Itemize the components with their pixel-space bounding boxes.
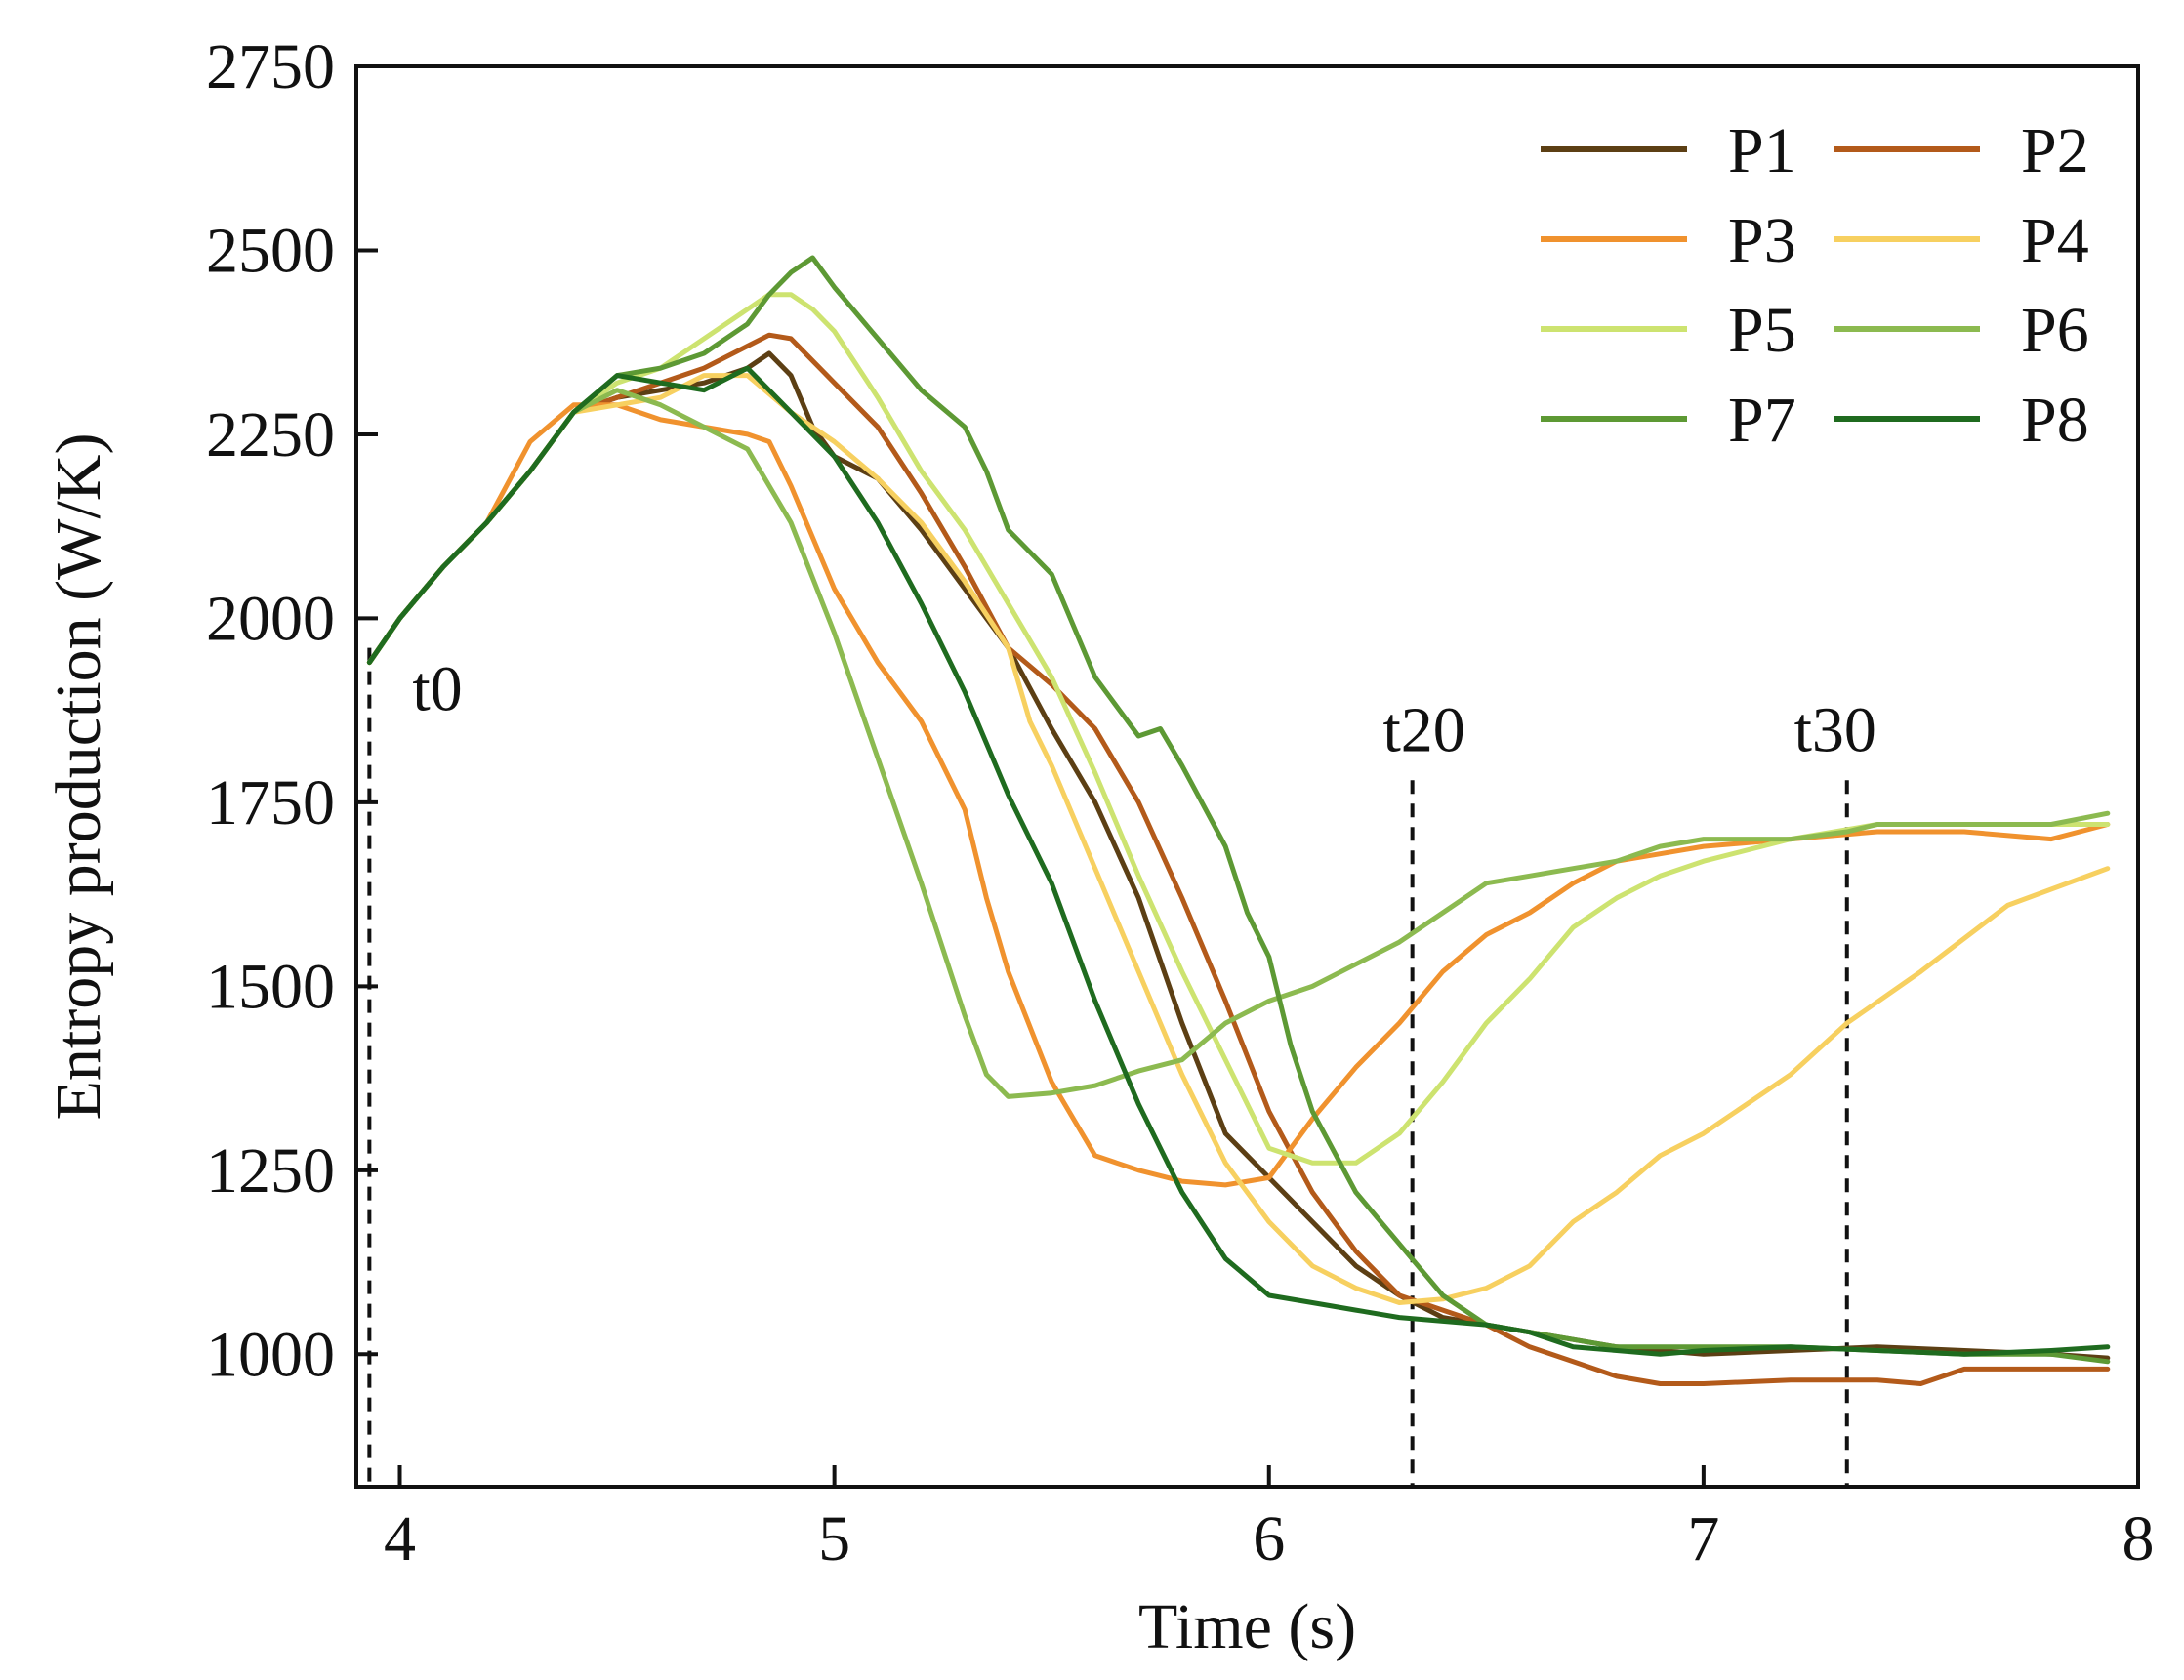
legend-label-P6: P6: [2021, 295, 2089, 366]
series-line-P7: [366, 255, 2111, 1365]
series-line-P8: [366, 365, 2111, 1357]
y-tick-label: 1750: [206, 767, 335, 839]
plot-frame: [354, 64, 2140, 1489]
marker-label-t30: t30: [1794, 694, 1876, 765]
y-axis-title: Entropy production (W/K): [43, 433, 114, 1121]
series-lines: [366, 255, 2111, 1386]
legend-label-P2: P2: [2021, 115, 2089, 186]
x-tick-label: 7: [1687, 1503, 1719, 1575]
legend-label-P3: P3: [1728, 205, 1796, 276]
y-tick-label: 2250: [206, 399, 335, 471]
x-tick-label: 4: [384, 1503, 416, 1575]
y-axis: 1000 1250 1500 1750 2000 2250 2500 2750: [206, 31, 378, 1390]
y-tick-label: 2750: [206, 31, 335, 102]
legend-label-P7: P7: [1728, 385, 1796, 456]
vertical-markers: t0 t20 t30: [367, 647, 1876, 1487]
x-tick-label: 5: [818, 1503, 850, 1575]
marker-label-t0: t0: [412, 654, 462, 725]
marker-label-t20: t20: [1382, 694, 1464, 765]
y-tick-label: 2500: [206, 215, 335, 286]
legend-label-P8: P8: [2021, 385, 2089, 456]
y-tick-label: 1500: [206, 951, 335, 1022]
legend-label-P4: P4: [2021, 205, 2089, 276]
legend-label-P1: P1: [1728, 115, 1796, 186]
x-axis-title: Time (s): [1138, 1591, 1356, 1662]
series-line-P3: [366, 402, 2111, 1188]
legend: P1 P2 P3 P4 P5 P6 P7 P8: [1541, 115, 2089, 456]
y-tick-label: 1000: [206, 1319, 335, 1390]
y-tick-label: 2000: [206, 583, 335, 654]
series-line-P6: [366, 388, 2111, 1099]
x-tick-label: 8: [2122, 1503, 2155, 1575]
x-tick-label: 6: [1253, 1503, 1285, 1575]
plot-area: [354, 64, 2140, 1489]
y-tick-label: 1250: [206, 1135, 335, 1207]
legend-label-P5: P5: [1728, 295, 1796, 366]
x-axis: 4 5 6 7 8: [384, 1465, 2155, 1575]
series-line-P4: [366, 373, 2111, 1305]
